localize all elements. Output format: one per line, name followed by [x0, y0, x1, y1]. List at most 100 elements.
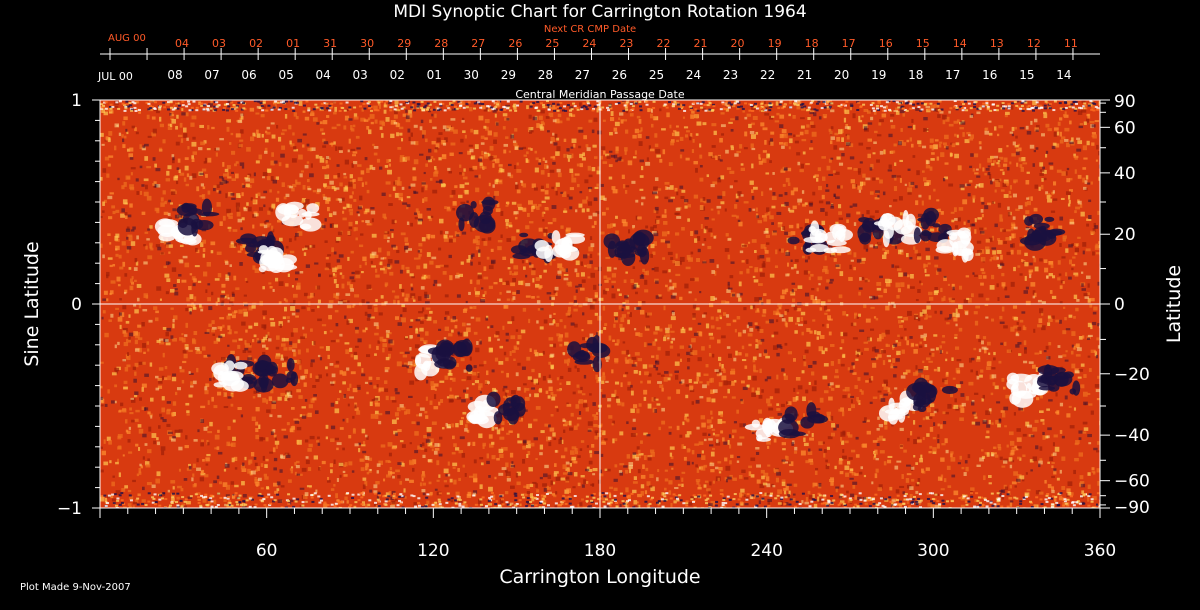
field-speckle — [624, 189, 628, 194]
field-speckle — [488, 336, 492, 342]
field-speckle — [435, 265, 441, 269]
cmp-date-label: 27 — [575, 68, 590, 82]
field-speckle — [326, 479, 331, 483]
field-speckle — [875, 210, 879, 213]
field-speckle — [579, 102, 582, 107]
field-speckle — [501, 421, 505, 426]
field-speckle — [316, 285, 321, 290]
field-speckle — [373, 303, 378, 307]
field-speckle — [406, 196, 411, 199]
field-speckle — [1040, 184, 1044, 190]
field-speckle — [984, 127, 989, 131]
field-speckle — [1006, 229, 1011, 232]
field-speckle — [783, 487, 787, 491]
field-speckle — [867, 153, 872, 159]
field-speckle — [1034, 419, 1039, 423]
field-speckle — [887, 387, 891, 393]
field-speckle — [896, 350, 901, 355]
field-speckle — [635, 332, 641, 336]
field-speckle — [390, 133, 395, 139]
field-speckle — [974, 499, 979, 503]
field-speckle — [879, 334, 882, 339]
field-speckle — [231, 442, 236, 447]
field-speckle — [748, 343, 752, 347]
field-speckle — [118, 472, 121, 478]
field-speckle — [475, 317, 481, 322]
field-speckle — [555, 118, 560, 124]
field-speckle — [1062, 281, 1065, 284]
field-speckle — [1001, 377, 1005, 382]
field-speckle — [1005, 111, 1010, 115]
field-speckle — [556, 137, 560, 141]
field-speckle — [498, 361, 504, 365]
field-speckle — [1013, 325, 1019, 329]
field-speckle — [396, 417, 400, 420]
field-speckle — [120, 213, 126, 218]
field-speckle — [985, 297, 990, 301]
field-speckle — [637, 301, 642, 306]
field-speckle — [800, 450, 806, 456]
field-speckle — [656, 403, 661, 406]
field-speckle — [1018, 353, 1022, 356]
field-speckle — [393, 114, 398, 119]
field-speckle — [538, 227, 543, 232]
field-speckle — [1088, 368, 1092, 372]
field-speckle — [829, 418, 832, 422]
field-speckle — [679, 154, 683, 159]
field-speckle — [755, 390, 760, 395]
field-speckle — [227, 313, 232, 316]
field-speckle — [1067, 481, 1073, 487]
field-speckle — [247, 367, 251, 372]
field-speckle — [1074, 157, 1078, 160]
field-speckle — [118, 410, 122, 413]
field-speckle — [184, 262, 190, 268]
field-speckle — [827, 299, 831, 303]
field-speckle — [516, 162, 519, 166]
field-speckle — [712, 353, 715, 358]
field-speckle — [469, 106, 473, 112]
field-speckle — [211, 396, 214, 402]
field-speckle — [399, 284, 402, 289]
field-speckle — [382, 347, 385, 353]
field-speckle — [392, 246, 398, 250]
field-speckle — [632, 404, 638, 409]
field-speckle — [841, 339, 845, 344]
field-speckle — [1085, 175, 1089, 180]
field-speckle — [858, 291, 861, 296]
field-speckle — [202, 253, 206, 258]
field-speckle — [281, 182, 285, 188]
field-speckle — [765, 320, 770, 324]
field-speckle — [998, 125, 1004, 129]
field-speckle — [289, 428, 294, 433]
field-speckle — [605, 207, 610, 211]
field-speckle — [209, 483, 213, 488]
field-speckle — [711, 218, 715, 221]
field-speckle — [467, 219, 470, 224]
field-speckle — [588, 119, 593, 123]
field-speckle — [488, 434, 493, 439]
field-speckle — [123, 332, 128, 337]
field-speckle — [281, 145, 286, 150]
field-speckle — [172, 158, 175, 164]
field-speckle — [522, 493, 528, 497]
field-speckle — [116, 276, 121, 282]
field-speckle — [838, 294, 843, 299]
field-speckle — [774, 388, 780, 394]
field-speckle — [176, 114, 179, 119]
field-speckle — [765, 234, 771, 238]
field-speckle — [399, 351, 404, 354]
field-speckle — [793, 187, 798, 192]
field-speckle — [102, 201, 105, 206]
field-speckle — [246, 147, 251, 152]
field-speckle — [111, 481, 115, 487]
field-speckle — [355, 220, 358, 225]
field-speckle — [409, 273, 414, 277]
field-speckle — [684, 413, 689, 417]
field-speckle — [552, 319, 555, 324]
field-speckle — [999, 178, 1002, 182]
field-speckle — [471, 383, 475, 386]
field-speckle — [263, 473, 267, 477]
field-speckle — [102, 168, 107, 173]
field-speckle — [818, 441, 823, 446]
field-speckle — [625, 299, 630, 304]
